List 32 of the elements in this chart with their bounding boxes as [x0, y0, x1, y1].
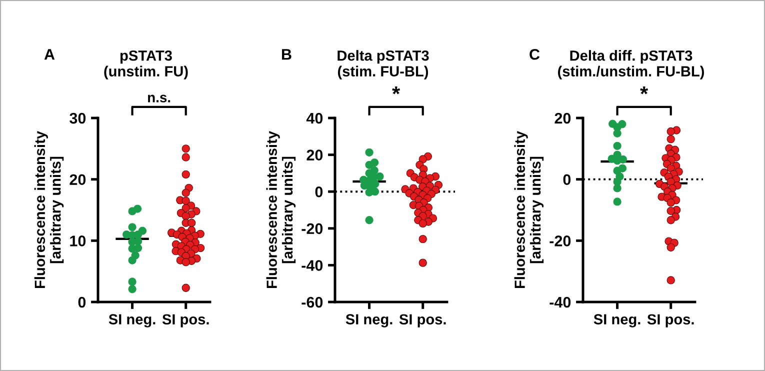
text: A	[44, 49, 55, 60]
y-axis-title: Fluorescence intensity [arbitrary units]	[514, 131, 544, 288]
y-tick-label: -40	[550, 296, 571, 308]
y-tick-label: -40	[302, 260, 323, 271]
text: n.s.	[148, 94, 170, 102]
x-tick-label: SI neg.	[108, 314, 156, 328]
x-tick-label: SI neg.	[594, 314, 640, 328]
text: *	[640, 86, 648, 94]
y-tick-label: -20	[302, 223, 323, 234]
chart-title: Delta diff. pSTAT3 (stim./unstim. FU-BL)	[558, 50, 704, 80]
y-tick-label: -60	[302, 296, 323, 308]
y-axis-title: Fluorescence intensity [arbitrary units]	[266, 131, 296, 288]
y-tick-label: -20	[550, 236, 571, 246]
y-tick-label: 20	[554, 112, 571, 124]
y-tick-label: 40	[306, 112, 323, 124]
x-tick-label: SI pos.	[162, 314, 209, 328]
y-tick-label: 30	[70, 112, 86, 124]
y-tick-label: 0	[315, 186, 323, 198]
y-tick-label: 0	[563, 174, 571, 186]
x-tick-label: SI neg.	[346, 314, 392, 328]
text: C	[530, 48, 540, 60]
text: B	[282, 49, 292, 60]
y-tick-label: 20	[70, 174, 86, 186]
y-tick-label: 0	[78, 296, 86, 308]
chart-title: Delta pSTAT3 (stim. FU-BL)	[338, 50, 429, 80]
y-tick-label: 20	[306, 150, 323, 160]
y-axis-title: Fluorescence intensity [arbitrary units]	[34, 131, 64, 288]
text: *	[392, 86, 400, 94]
y-tick-label: 10	[70, 236, 86, 246]
x-tick-label: SI pos.	[399, 314, 446, 328]
x-tick-label: SI pos.	[647, 314, 694, 328]
chart-title: pSTAT3 (unstim. FU)	[104, 50, 188, 80]
